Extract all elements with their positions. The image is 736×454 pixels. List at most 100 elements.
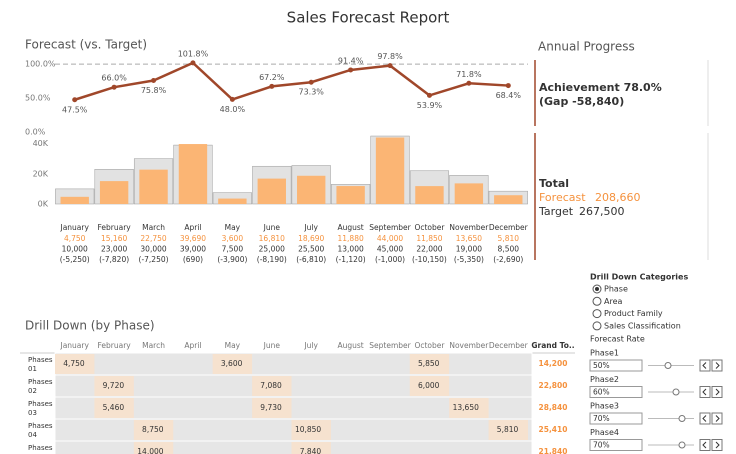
y-tick-label: 20K <box>33 169 49 178</box>
target-value: 45,000 <box>377 245 403 254</box>
target-value: 10,000 <box>62 245 88 254</box>
slider-knob[interactable] <box>672 388 680 396</box>
rate-label: Phase3 <box>590 402 619 411</box>
rate-value[interactable]: 50% <box>593 361 610 370</box>
cell-background <box>291 420 331 440</box>
step-button[interactable] <box>711 439 723 451</box>
rate-input[interactable] <box>589 359 643 372</box>
column-header: October <box>414 341 445 350</box>
x-tick-label: November <box>449 223 489 232</box>
forecast-line <box>74 61 509 101</box>
column-header: January <box>59 341 89 350</box>
column-header: February <box>98 341 132 350</box>
step-button[interactable] <box>711 412 723 425</box>
forecast-value: 11,880 <box>338 234 364 243</box>
target-value: 25,000 <box>259 245 285 254</box>
line-point <box>466 80 472 86</box>
y-tick-label: 0.0% <box>25 128 46 137</box>
gap-value: (-5,250) <box>60 255 90 264</box>
cell-background <box>252 398 292 418</box>
target-value: 25,500 <box>298 245 324 254</box>
step-button[interactable] <box>699 359 711 372</box>
target-value: 39,000 <box>180 245 206 254</box>
radio-label[interactable]: Phase <box>604 285 628 294</box>
radio[interactable] <box>592 321 602 331</box>
target-value: 8,500 <box>498 245 520 254</box>
data-label: 47.5% <box>62 105 88 114</box>
cell-background <box>94 376 134 396</box>
x-tick-label: January <box>59 223 89 232</box>
rate-input[interactable] <box>589 386 643 398</box>
step-arrow <box>715 388 720 396</box>
line-point <box>505 83 511 89</box>
column-header: September <box>369 341 411 350</box>
x-tick-label: October <box>414 223 445 232</box>
cell-value: 7,080 <box>260 381 282 390</box>
cell-background <box>449 398 489 418</box>
line-point <box>387 63 393 69</box>
target-value: 23,000 <box>101 245 127 254</box>
data-label: 66.0% <box>101 74 127 83</box>
target-value: 19,000 <box>456 245 482 254</box>
cell-background <box>291 442 331 454</box>
slider-knob[interactable] <box>678 441 686 449</box>
data-label: 53.9% <box>417 101 443 110</box>
forecast-value: 15,160 <box>101 234 127 243</box>
row-label: 02 <box>28 387 37 395</box>
radio[interactable] <box>592 309 602 319</box>
radio[interactable] <box>592 296 602 306</box>
report-title: Sales Forecast Report <box>287 9 450 27</box>
step-button[interactable] <box>711 386 723 398</box>
gap-value: (690) <box>183 255 203 264</box>
column-header: December <box>489 341 529 350</box>
radio-label[interactable]: Area <box>604 297 623 306</box>
gap-value: (-5,350) <box>454 255 484 264</box>
cell-value: 5,810 <box>497 425 519 434</box>
data-label: 68.4% <box>496 91 522 100</box>
gap-value: (-8,190) <box>257 255 287 264</box>
cell-value: 8,750 <box>142 425 164 434</box>
rate-label: Phase4 <box>590 428 619 437</box>
row-label: Phases <box>28 356 53 364</box>
column-header: July <box>303 341 318 350</box>
x-tick-label: May <box>225 223 241 232</box>
forecast-bar <box>139 169 168 204</box>
rate-input[interactable] <box>589 439 643 451</box>
forecast-bar <box>494 195 523 204</box>
target-label: Target <box>538 205 574 218</box>
slider-knob[interactable] <box>664 362 672 369</box>
rate-input[interactable] <box>589 412 643 425</box>
step-button[interactable] <box>699 386 711 398</box>
x-tick-label: June <box>263 223 281 232</box>
step-button[interactable] <box>711 359 723 372</box>
step-button[interactable] <box>699 412 711 425</box>
grand-total: 21,840 <box>539 447 568 454</box>
row-label: Phases <box>28 422 53 430</box>
radio-label[interactable]: Product Family <box>604 309 663 318</box>
line-point <box>111 84 117 90</box>
forecast-value: 13,650 <box>456 234 482 243</box>
gap: (Gap -58,840) <box>539 95 624 108</box>
forecast-value: 16,810 <box>259 234 285 243</box>
cell-background <box>409 376 450 396</box>
slider-knob[interactable] <box>678 415 686 422</box>
forecast-bar <box>218 198 247 204</box>
data-label: 71.8% <box>456 70 482 79</box>
rate-value[interactable]: 60% <box>593 388 610 397</box>
radio-label[interactable]: Sales Classification <box>604 321 681 330</box>
cell-value: 9,730 <box>260 403 282 412</box>
step-button[interactable] <box>699 439 711 451</box>
section-title: Annual Progress <box>538 40 635 54</box>
cell-background <box>133 442 174 454</box>
column-header: June <box>263 341 281 350</box>
forecast-value: 11,850 <box>416 234 442 243</box>
total-label: Total <box>539 177 569 190</box>
rate-value[interactable]: 70% <box>593 441 610 450</box>
line-point <box>229 96 235 102</box>
y-tick-label: 100.0% <box>25 60 56 69</box>
rate-value[interactable]: 70% <box>593 414 610 423</box>
gap-value: (-10,150) <box>412 255 447 264</box>
y-tick-label: 40K <box>33 139 49 148</box>
gap-value: (-7,250) <box>139 255 169 264</box>
